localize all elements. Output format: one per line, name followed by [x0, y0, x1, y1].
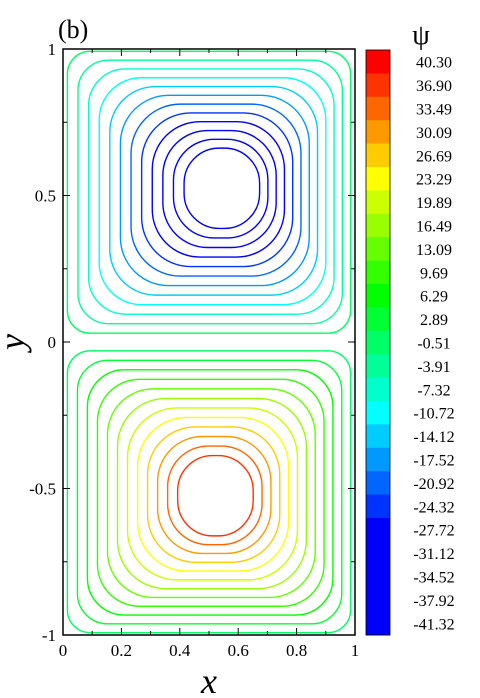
colorbar-swatch	[366, 330, 390, 355]
y-axis: -1 -0.5 0 0.5 1	[29, 40, 355, 645]
contour-line	[156, 435, 272, 555]
colorbar-labels: 40.30 36.90 33.49 30.09 26.69 23.29 19.89 16.49…	[413, 55, 454, 634]
x-tick-label: 1	[351, 641, 360, 660]
contour-line	[140, 112, 294, 268]
colorbar-swatch	[366, 494, 390, 519]
colorbar-label: -14.12	[413, 429, 454, 446]
colorbar-label: -27.72	[413, 523, 454, 540]
contour-line	[166, 445, 263, 546]
colorbar-label: 33.49	[416, 102, 452, 119]
contour-lines	[66, 50, 352, 634]
contour-line	[130, 103, 302, 277]
colorbar-swatch	[366, 190, 390, 215]
contour-line	[119, 94, 310, 287]
contour-line	[87, 68, 335, 315]
colorbar-swatches	[365, 49, 391, 636]
contour-line	[76, 359, 343, 625]
colorbar-label: -37.92	[413, 593, 454, 610]
contour-line	[109, 85, 319, 296]
contour-line	[96, 378, 325, 607]
colorbar-label: 30.09	[416, 125, 452, 142]
colorbar-swatch	[366, 96, 390, 121]
y-tick-label: -1	[42, 626, 56, 645]
x-tick-label: 0.8	[286, 641, 307, 660]
x-tick-label: 0.6	[228, 641, 249, 660]
colorbar-swatch	[366, 50, 390, 74]
colorbar-label: -24.32	[413, 499, 454, 516]
colorbar-label: -34.52	[413, 570, 454, 587]
colorbar-swatch	[366, 564, 390, 589]
colorbar-swatch	[366, 143, 390, 168]
colorbar-swatch	[366, 307, 390, 332]
colorbar-swatch	[366, 541, 390, 566]
y-tick-label: 1	[48, 40, 57, 59]
colorbar-swatch	[366, 120, 390, 144]
plot-area	[62, 48, 356, 636]
contour-line	[162, 129, 277, 249]
contour-line	[146, 426, 281, 563]
y-axis-label: y	[0, 334, 32, 353]
y-tick-label: -0.5	[29, 480, 56, 499]
colorbar-swatch	[366, 424, 390, 449]
colorbar-label: -3.91	[417, 359, 450, 376]
colorbar-swatch	[366, 471, 390, 495]
colorbar-swatch	[366, 401, 390, 425]
contour-line	[136, 416, 290, 572]
colorbar-label: -0.51	[417, 336, 450, 353]
colorbar-label: 9.69	[420, 265, 448, 282]
y-tick-label: 0.5	[35, 187, 56, 206]
colorbar-label: 19.89	[416, 195, 452, 212]
x-tick-label: 0	[59, 641, 68, 660]
colorbar-label: -17.52	[413, 453, 454, 470]
y-tick-label: 0	[48, 333, 57, 352]
colorbar-swatch	[366, 73, 390, 98]
colorbar: ψ 40.30 36.90 33.49 30.09 26.69 23.29 19.89 16.…	[365, 20, 455, 636]
colorbar-label: -7.32	[417, 382, 450, 399]
colorbar-label: -20.92	[413, 476, 454, 493]
x-axis: 0 0.2 0.4 0.6 0.8 1	[59, 49, 360, 660]
colorbar-swatch	[366, 377, 390, 402]
colorbar-swatch	[366, 518, 390, 542]
contour-line	[151, 121, 286, 258]
colorbar-swatch	[366, 237, 390, 261]
x-tick-label: 0.2	[111, 641, 132, 660]
colorbar-title: ψ	[412, 20, 430, 51]
contour-line	[126, 407, 299, 581]
colorbar-swatch	[366, 167, 390, 191]
colorbar-label: -10.72	[413, 406, 454, 423]
colorbar-label: 23.29	[416, 172, 452, 189]
contour-line	[183, 147, 261, 230]
x-tick-label: 0.4	[169, 641, 191, 660]
colorbar-label: -31.12	[413, 546, 454, 563]
colorbar-label: 6.29	[420, 289, 448, 306]
colorbar-label: 16.49	[416, 219, 452, 236]
contour-line	[176, 454, 254, 537]
colorbar-swatch	[366, 447, 390, 472]
contour-line	[86, 369, 334, 616]
colorbar-label: 40.30	[416, 55, 452, 72]
colorbar-label: 13.09	[416, 242, 452, 259]
contour-line	[106, 388, 316, 599]
colorbar-swatch	[366, 284, 390, 308]
colorbar-label: -41.32	[413, 616, 454, 633]
panel-label: (b)	[58, 15, 88, 44]
colorbar-swatch	[366, 260, 390, 285]
x-axis-label: x	[200, 661, 217, 698]
colorbar-swatch	[366, 611, 390, 636]
contour-line	[172, 138, 269, 239]
colorbar-label: 26.69	[416, 148, 452, 165]
colorbar-frame	[365, 49, 391, 636]
colorbar-swatch	[366, 354, 390, 378]
colorbar-swatch	[366, 213, 390, 238]
colorbar-label: 2.89	[420, 312, 448, 329]
contour-line	[116, 397, 308, 590]
colorbar-swatch	[366, 588, 390, 612]
contour-line	[77, 59, 344, 325]
contour-line	[98, 77, 327, 306]
colorbar-label: 36.90	[416, 78, 452, 95]
